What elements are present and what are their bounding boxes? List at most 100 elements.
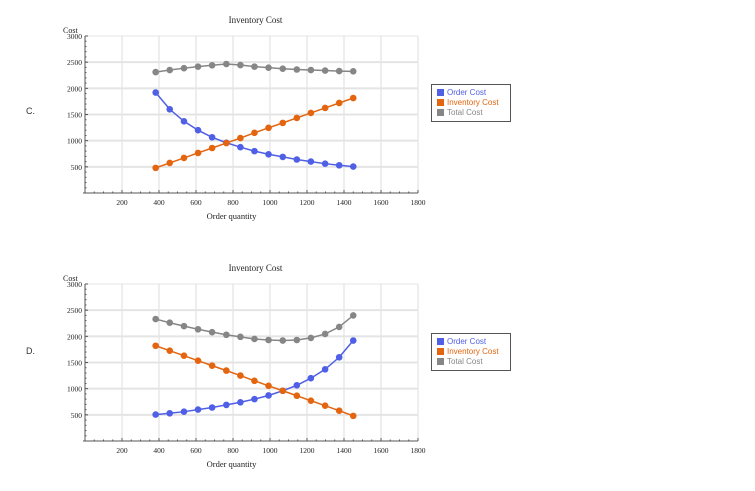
data-point <box>223 139 230 147</box>
data-point <box>237 333 244 341</box>
data-point <box>279 153 287 161</box>
data-point <box>166 66 174 74</box>
data-point <box>208 62 216 69</box>
data-point <box>208 144 216 152</box>
x-tick-label: 1600 <box>374 198 389 207</box>
x-tick-label: 200 <box>116 198 128 207</box>
data-point <box>265 124 272 132</box>
data-point <box>293 156 301 163</box>
data-point <box>166 347 174 355</box>
x-axis-label: Order quantity <box>207 211 258 221</box>
data-point <box>166 159 174 167</box>
data-point <box>321 402 329 409</box>
y-tick-label: 1500 <box>67 111 82 120</box>
data-point <box>307 158 315 165</box>
data-point <box>152 68 159 76</box>
legend: Order Cost Inventory Cost Total Cost <box>431 84 511 122</box>
legend-swatch <box>437 99 444 106</box>
data-point <box>279 119 287 127</box>
data-point <box>279 65 287 73</box>
legend-label: Order Cost <box>447 337 487 346</box>
legend-item: Inventory Cost <box>437 347 505 357</box>
data-point <box>279 337 287 344</box>
data-point <box>349 337 357 344</box>
data-point <box>349 94 357 102</box>
data-point <box>194 63 202 70</box>
y-tick-label: 2500 <box>67 58 82 67</box>
data-point <box>152 164 159 172</box>
data-point <box>237 134 244 142</box>
data-point <box>208 362 216 369</box>
data-point <box>194 126 202 134</box>
legend-swatch <box>437 358 444 365</box>
chart-title: Inventory Cost <box>229 263 283 273</box>
data-point <box>307 397 315 405</box>
data-point <box>166 409 174 417</box>
data-point <box>265 382 272 390</box>
y-tick-label: 2500 <box>67 306 82 315</box>
y-tick-label: 500 <box>71 163 83 172</box>
legend-item: Total Cost <box>437 108 505 118</box>
y-tick-label: 1500 <box>67 359 82 368</box>
x-tick-label: 1400 <box>337 198 352 207</box>
x-tick-label: 1200 <box>300 198 315 207</box>
data-point <box>321 67 329 74</box>
option-label-c: C. <box>26 106 35 116</box>
data-point <box>349 412 357 420</box>
data-point <box>237 143 244 151</box>
data-point <box>180 64 188 72</box>
legend-item: Inventory Cost <box>437 98 505 108</box>
legend-swatch <box>437 109 444 116</box>
data-point <box>335 353 343 361</box>
data-point <box>194 357 202 364</box>
legend-label: Inventory Cost <box>447 347 499 356</box>
legend-item: Order Cost <box>437 88 505 98</box>
data-point <box>251 129 258 137</box>
data-point <box>349 68 357 75</box>
data-point <box>251 147 258 155</box>
data-point <box>265 392 272 399</box>
option-label-d: D. <box>26 346 35 356</box>
data-point <box>223 367 230 374</box>
y-tick-label: 1000 <box>67 385 82 394</box>
data-point <box>180 408 188 415</box>
x-tick-label: 1000 <box>263 198 278 207</box>
y-tick-label: 500 <box>71 411 83 420</box>
legend: Order Cost Inventory Cost Total Cost <box>431 333 511 371</box>
legend-label: Inventory Cost <box>447 98 499 107</box>
data-point <box>237 61 244 69</box>
data-point <box>321 366 329 373</box>
data-point <box>152 315 159 323</box>
data-point <box>265 150 272 158</box>
data-point <box>223 331 230 339</box>
legend-item: Order Cost <box>437 337 505 347</box>
data-point <box>307 334 315 342</box>
legend-item: Total Cost <box>437 357 505 367</box>
data-point <box>335 323 343 331</box>
data-point <box>208 133 216 141</box>
data-point <box>321 160 329 167</box>
data-point <box>194 149 202 157</box>
legend-swatch <box>437 348 444 355</box>
data-point <box>293 392 301 400</box>
data-point <box>293 114 301 122</box>
data-point <box>208 404 216 411</box>
y-axis-label: Cost <box>63 26 78 35</box>
x-axis-label: Order quantity <box>207 459 258 469</box>
data-point <box>307 66 315 74</box>
data-point <box>194 406 202 413</box>
data-point <box>335 161 343 169</box>
data-point <box>237 372 244 379</box>
chart-title: Inventory Cost <box>229 15 283 25</box>
data-point <box>223 401 230 409</box>
x-tick-label: 1600 <box>374 446 389 455</box>
y-tick-label: 3000 <box>67 280 82 289</box>
data-point <box>293 336 301 344</box>
data-point <box>166 105 174 113</box>
x-tick-label: 600 <box>190 446 202 455</box>
data-point <box>152 411 159 418</box>
data-point <box>166 319 174 327</box>
data-point <box>152 89 159 96</box>
data-point <box>349 312 357 319</box>
